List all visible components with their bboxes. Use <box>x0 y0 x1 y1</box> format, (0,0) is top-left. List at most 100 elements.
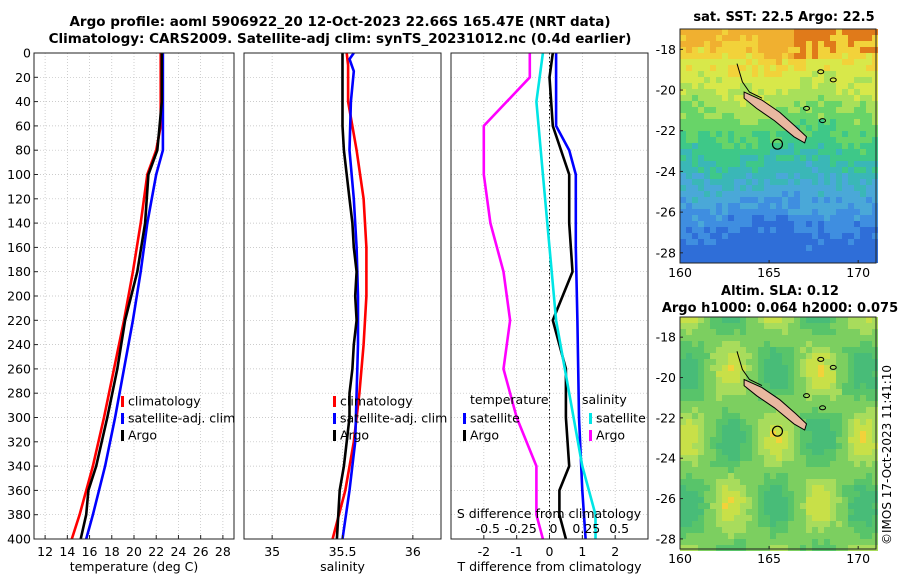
sla-cell <box>848 329 854 335</box>
sla-cell <box>776 419 782 425</box>
sla-cell <box>710 359 716 365</box>
sst-cell <box>842 191 848 197</box>
sla-cell <box>758 353 764 359</box>
sst-cell <box>734 185 740 191</box>
sla-cell <box>842 431 848 437</box>
sst-cell <box>764 251 770 257</box>
sla-cell <box>824 431 830 437</box>
sla-cell <box>788 515 794 521</box>
sla-cell <box>710 521 716 527</box>
sst-cell <box>866 209 872 215</box>
sst-cell <box>848 185 854 191</box>
sla-cell <box>842 443 848 449</box>
sla-cell <box>776 395 782 401</box>
sst-cell <box>842 179 848 185</box>
sst-cell <box>686 167 692 173</box>
sst-cell <box>788 89 794 95</box>
sst-cell <box>782 167 788 173</box>
sst-cell <box>722 191 728 197</box>
sla-cell <box>770 533 776 539</box>
sla-cell <box>818 539 824 545</box>
sla-cell <box>800 533 806 539</box>
sst-argo-marker <box>771 138 784 150</box>
sst-cell <box>764 59 770 65</box>
sla-cell <box>794 407 800 413</box>
sst-cell <box>716 101 722 107</box>
sla-cell <box>734 509 740 515</box>
sla-cell <box>704 467 710 473</box>
sst-cell <box>854 179 860 185</box>
sst-cell <box>698 89 704 95</box>
sst-cell <box>872 197 878 203</box>
salinity-legend-label-0: climatology <box>340 394 413 409</box>
sla-cell <box>698 509 704 515</box>
sla-cell <box>746 455 752 461</box>
sla-cell <box>680 521 686 527</box>
sst-cell <box>782 161 788 167</box>
sst-cell <box>824 251 830 257</box>
sst-cell <box>872 239 878 245</box>
sst-cell <box>680 233 686 239</box>
sla-cell <box>740 449 746 455</box>
sst-cell <box>860 125 866 131</box>
sla-cell <box>812 497 818 503</box>
sst-cell <box>722 137 728 143</box>
sst-cell <box>818 161 824 167</box>
sla-cell <box>704 431 710 437</box>
sla-cell <box>800 359 806 365</box>
sst-cell <box>860 83 866 89</box>
sst-cell <box>866 251 872 257</box>
sst-cell <box>800 95 806 101</box>
sst-cell <box>782 89 788 95</box>
sla-cell <box>680 503 686 509</box>
sst-cell <box>872 203 878 209</box>
diff-top-xtick-label: 0.25 <box>572 521 600 536</box>
sla-cell <box>806 491 812 497</box>
sst-cell <box>728 113 734 119</box>
sst-cell <box>788 29 794 35</box>
sla-cell <box>860 359 866 365</box>
sst-cell <box>812 239 818 245</box>
sla-cell <box>776 317 782 323</box>
sst-cell <box>776 233 782 239</box>
sst-cell <box>800 125 806 131</box>
sla-cell <box>692 395 698 401</box>
sla-cell <box>872 491 878 497</box>
sst-cell <box>806 101 812 107</box>
sst-cell <box>872 143 878 149</box>
sst-cell <box>692 59 698 65</box>
sla-cell <box>764 545 770 551</box>
sst-cell <box>722 29 728 35</box>
sst-cell <box>764 239 770 245</box>
sst-cell <box>812 113 818 119</box>
sst-cell <box>836 167 842 173</box>
sla-cell <box>842 509 848 515</box>
sst-cell <box>746 161 752 167</box>
sla-cell <box>728 317 734 323</box>
sst-cell <box>728 203 734 209</box>
sst-cell <box>854 197 860 203</box>
sla-cell <box>806 395 812 401</box>
sla-cell <box>770 389 776 395</box>
sst-cell <box>728 245 734 251</box>
sst-cell <box>866 89 872 95</box>
sst-cell <box>788 137 794 143</box>
sla-cell <box>830 317 836 323</box>
sst-cell <box>824 209 830 215</box>
sla-cell <box>692 377 698 383</box>
sla-cell <box>824 533 830 539</box>
sla-cell <box>848 521 854 527</box>
sla-cell <box>680 545 686 551</box>
panel-difference <box>450 52 649 540</box>
sst-cell <box>740 203 746 209</box>
sst-cell <box>854 35 860 41</box>
sla-cell <box>728 407 734 413</box>
sst-cell <box>836 89 842 95</box>
sla-cell <box>734 491 740 497</box>
sst-cell <box>728 95 734 101</box>
sla-cell <box>698 533 704 539</box>
sla-cell <box>698 353 704 359</box>
sla-cell <box>806 347 812 353</box>
sst-cell <box>830 167 836 173</box>
sla-cell <box>692 425 698 431</box>
